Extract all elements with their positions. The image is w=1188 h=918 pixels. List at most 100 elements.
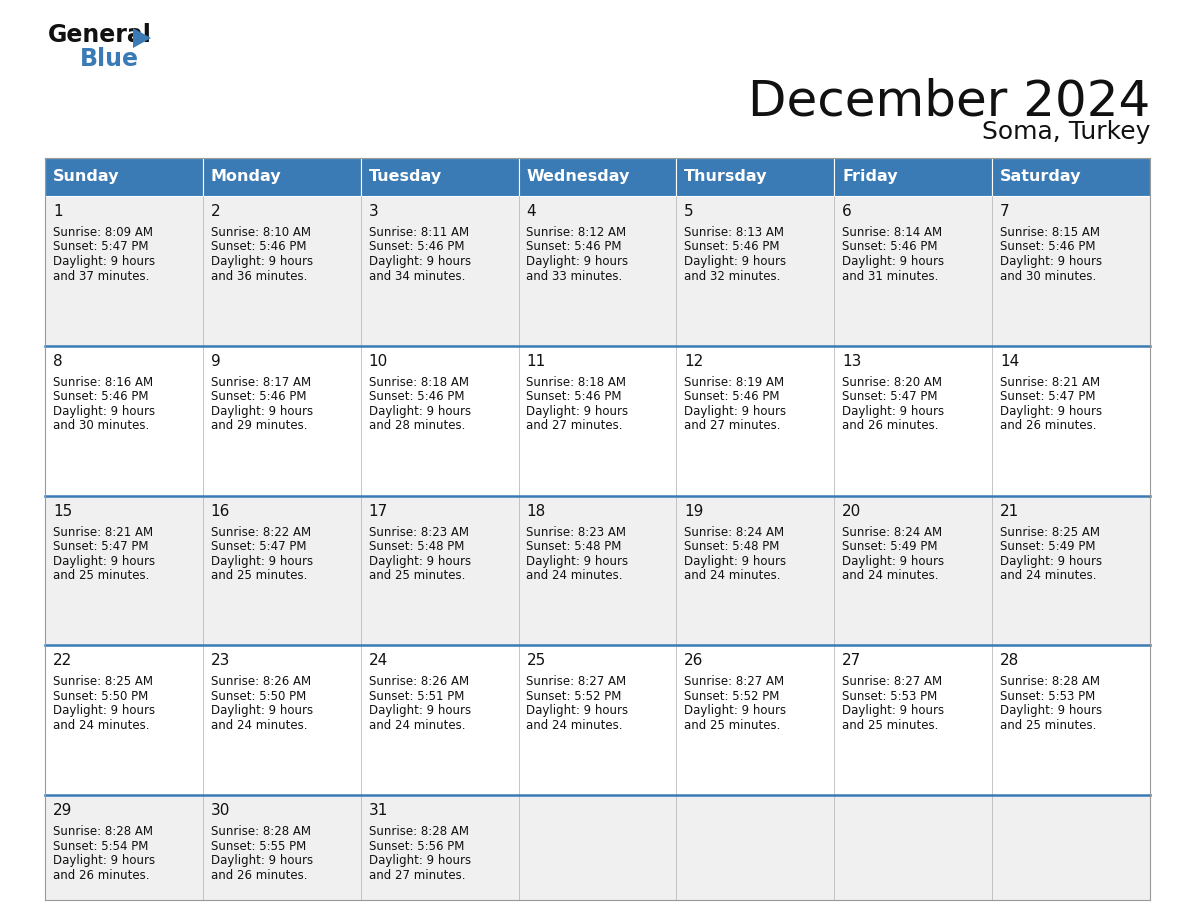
Text: Sunrise: 8:26 AM: Sunrise: 8:26 AM <box>368 676 469 688</box>
Text: and 26 minutes.: and 26 minutes. <box>1000 420 1097 432</box>
Text: Sunset: 5:50 PM: Sunset: 5:50 PM <box>53 689 148 703</box>
Text: 6: 6 <box>842 204 852 219</box>
Text: and 24 minutes.: and 24 minutes. <box>368 719 466 732</box>
Text: 30: 30 <box>210 803 230 818</box>
Text: Sunrise: 8:28 AM: Sunrise: 8:28 AM <box>53 825 153 838</box>
Text: Daylight: 9 hours: Daylight: 9 hours <box>53 704 154 717</box>
Text: Sunset: 5:46 PM: Sunset: 5:46 PM <box>526 241 623 253</box>
Text: and 24 minutes.: and 24 minutes. <box>684 569 781 582</box>
Bar <box>45 496 1150 645</box>
Bar <box>45 795 1150 900</box>
Text: and 30 minutes.: and 30 minutes. <box>1000 270 1097 283</box>
Text: 21: 21 <box>1000 504 1019 519</box>
Text: Thursday: Thursday <box>684 170 767 185</box>
Text: 22: 22 <box>53 654 72 668</box>
Text: 8: 8 <box>53 353 63 369</box>
Text: Daylight: 9 hours: Daylight: 9 hours <box>842 405 944 418</box>
Text: 26: 26 <box>684 654 703 668</box>
Text: Sunrise: 8:18 AM: Sunrise: 8:18 AM <box>526 375 626 389</box>
Text: and 37 minutes.: and 37 minutes. <box>53 270 150 283</box>
Text: 25: 25 <box>526 654 545 668</box>
Text: Sunset: 5:52 PM: Sunset: 5:52 PM <box>684 689 779 703</box>
Text: and 32 minutes.: and 32 minutes. <box>684 270 781 283</box>
Text: and 24 minutes.: and 24 minutes. <box>53 719 150 732</box>
Text: Daylight: 9 hours: Daylight: 9 hours <box>1000 704 1102 717</box>
Text: Saturday: Saturday <box>1000 170 1081 185</box>
Text: and 26 minutes.: and 26 minutes. <box>210 868 308 881</box>
Text: Daylight: 9 hours: Daylight: 9 hours <box>684 554 786 567</box>
Text: Sunset: 5:48 PM: Sunset: 5:48 PM <box>684 540 779 553</box>
Text: Sunrise: 8:21 AM: Sunrise: 8:21 AM <box>53 526 153 539</box>
Bar <box>203 158 361 196</box>
Text: 9: 9 <box>210 353 221 369</box>
Text: Sunrise: 8:22 AM: Sunrise: 8:22 AM <box>210 526 311 539</box>
Text: 14: 14 <box>1000 353 1019 369</box>
Text: Sunday: Sunday <box>53 170 119 185</box>
Text: Daylight: 9 hours: Daylight: 9 hours <box>53 854 154 868</box>
Text: and 24 minutes.: and 24 minutes. <box>526 719 623 732</box>
Text: 18: 18 <box>526 504 545 519</box>
Text: Sunrise: 8:09 AM: Sunrise: 8:09 AM <box>53 226 153 239</box>
Text: and 25 minutes.: and 25 minutes. <box>368 569 465 582</box>
Text: Daylight: 9 hours: Daylight: 9 hours <box>53 554 154 567</box>
Text: December 2024: December 2024 <box>747 78 1150 126</box>
Text: Blue: Blue <box>80 47 139 71</box>
Text: and 24 minutes.: and 24 minutes. <box>842 569 939 582</box>
Text: Sunset: 5:48 PM: Sunset: 5:48 PM <box>368 540 465 553</box>
Text: Sunset: 5:46 PM: Sunset: 5:46 PM <box>368 390 465 403</box>
Text: 2: 2 <box>210 204 221 219</box>
Text: 31: 31 <box>368 803 388 818</box>
Text: and 26 minutes.: and 26 minutes. <box>53 868 150 881</box>
Text: Sunset: 5:46 PM: Sunset: 5:46 PM <box>1000 241 1095 253</box>
Text: Daylight: 9 hours: Daylight: 9 hours <box>526 405 628 418</box>
Text: 12: 12 <box>684 353 703 369</box>
Text: Daylight: 9 hours: Daylight: 9 hours <box>526 255 628 268</box>
Text: Sunset: 5:53 PM: Sunset: 5:53 PM <box>842 689 937 703</box>
Bar <box>45 158 203 196</box>
Text: Daylight: 9 hours: Daylight: 9 hours <box>684 255 786 268</box>
Text: 15: 15 <box>53 504 72 519</box>
Text: Sunrise: 8:27 AM: Sunrise: 8:27 AM <box>526 676 626 688</box>
Text: Sunrise: 8:27 AM: Sunrise: 8:27 AM <box>684 676 784 688</box>
Text: and 26 minutes.: and 26 minutes. <box>842 420 939 432</box>
Text: Monday: Monday <box>210 170 282 185</box>
Text: Daylight: 9 hours: Daylight: 9 hours <box>210 255 312 268</box>
Text: and 25 minutes.: and 25 minutes. <box>1000 719 1097 732</box>
Text: Daylight: 9 hours: Daylight: 9 hours <box>210 854 312 868</box>
Text: Sunset: 5:47 PM: Sunset: 5:47 PM <box>53 241 148 253</box>
Text: 24: 24 <box>368 654 387 668</box>
Text: Sunset: 5:54 PM: Sunset: 5:54 PM <box>53 840 148 853</box>
Text: Sunrise: 8:25 AM: Sunrise: 8:25 AM <box>1000 526 1100 539</box>
Text: 20: 20 <box>842 504 861 519</box>
Text: Sunset: 5:46 PM: Sunset: 5:46 PM <box>53 390 148 403</box>
Text: Sunrise: 8:18 AM: Sunrise: 8:18 AM <box>368 375 468 389</box>
Text: Daylight: 9 hours: Daylight: 9 hours <box>842 704 944 717</box>
Text: 29: 29 <box>53 803 72 818</box>
Text: and 27 minutes.: and 27 minutes. <box>368 868 466 881</box>
Bar <box>676 158 834 196</box>
Text: Daylight: 9 hours: Daylight: 9 hours <box>1000 554 1102 567</box>
Text: Sunrise: 8:28 AM: Sunrise: 8:28 AM <box>1000 676 1100 688</box>
Text: Sunrise: 8:28 AM: Sunrise: 8:28 AM <box>368 825 468 838</box>
Text: Daylight: 9 hours: Daylight: 9 hours <box>368 255 470 268</box>
Text: and 28 minutes.: and 28 minutes. <box>368 420 465 432</box>
Text: Sunrise: 8:17 AM: Sunrise: 8:17 AM <box>210 375 311 389</box>
Text: Daylight: 9 hours: Daylight: 9 hours <box>684 704 786 717</box>
Text: Sunset: 5:47 PM: Sunset: 5:47 PM <box>1000 390 1095 403</box>
Text: Daylight: 9 hours: Daylight: 9 hours <box>368 554 470 567</box>
Text: Daylight: 9 hours: Daylight: 9 hours <box>53 255 154 268</box>
Text: General: General <box>48 23 152 47</box>
Text: and 27 minutes.: and 27 minutes. <box>526 420 623 432</box>
Text: Sunrise: 8:15 AM: Sunrise: 8:15 AM <box>1000 226 1100 239</box>
Text: Daylight: 9 hours: Daylight: 9 hours <box>842 255 944 268</box>
Text: 19: 19 <box>684 504 703 519</box>
Text: Sunrise: 8:16 AM: Sunrise: 8:16 AM <box>53 375 153 389</box>
Text: and 24 minutes.: and 24 minutes. <box>210 719 308 732</box>
Text: and 25 minutes.: and 25 minutes. <box>53 569 150 582</box>
Text: Daylight: 9 hours: Daylight: 9 hours <box>210 704 312 717</box>
Text: and 36 minutes.: and 36 minutes. <box>210 270 308 283</box>
Text: and 34 minutes.: and 34 minutes. <box>368 270 465 283</box>
Text: Daylight: 9 hours: Daylight: 9 hours <box>368 405 470 418</box>
Text: Sunset: 5:51 PM: Sunset: 5:51 PM <box>368 689 465 703</box>
Bar <box>45 645 1150 795</box>
